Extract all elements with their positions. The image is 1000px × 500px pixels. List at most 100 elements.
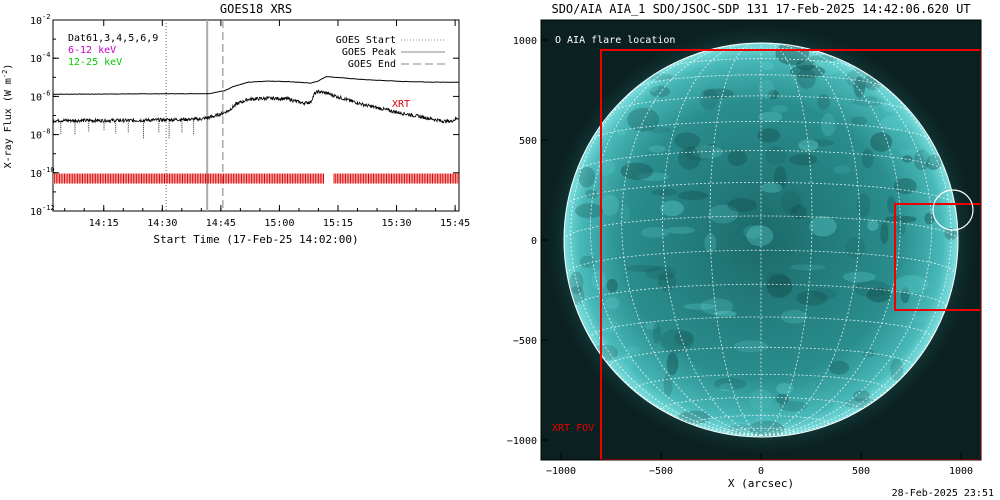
grid-latitude-line bbox=[609, 346, 913, 367]
goes-y-tick-base: 10 bbox=[30, 16, 42, 27]
disk-texture bbox=[733, 340, 769, 353]
disk-texture bbox=[652, 188, 678, 196]
disk-texture bbox=[616, 129, 627, 136]
disk-texture bbox=[692, 145, 723, 159]
disk-texture bbox=[861, 349, 876, 358]
aia-solar-image-panel: SDO/AIA AIA_1 SDO/JSOC-SDP 131 17-Feb-20… bbox=[507, 2, 982, 490]
flare-location-marker bbox=[932, 189, 974, 231]
disk-texture bbox=[790, 264, 826, 271]
goes-y-tick-exponent: -8 bbox=[42, 128, 50, 136]
solar-limb bbox=[563, 42, 959, 438]
disk-texture bbox=[719, 383, 734, 392]
disk-texture bbox=[818, 54, 840, 76]
goes-y-tick-exponent: -12 bbox=[42, 204, 55, 212]
xrt-coverage-bar bbox=[53, 173, 459, 184]
goes-y-tick-base: 10 bbox=[30, 131, 42, 142]
heliographic-grid bbox=[563, 42, 959, 438]
disk-texture bbox=[870, 132, 893, 152]
disk-texture bbox=[674, 132, 701, 149]
goes-chart-title: GOES18 XRS bbox=[220, 2, 292, 16]
legend-detectors: Dat61,3,4,5,6,9 bbox=[68, 33, 158, 44]
goes-legend-left: Dat61,3,4,5,6,9 6-12 keV 12-25 keV bbox=[68, 33, 158, 68]
disk-texture bbox=[853, 76, 866, 98]
disk-texture bbox=[880, 114, 911, 131]
aia-x-tick-label: 0 bbox=[758, 466, 764, 477]
disk-texture bbox=[809, 216, 837, 237]
disk-texture bbox=[766, 274, 793, 298]
goes-x-axis-label: Start Time (17-Feb-25 14:02:00) bbox=[153, 233, 358, 246]
grid-latitude-line bbox=[589, 316, 933, 339]
disk-texture bbox=[902, 155, 913, 163]
disk-texture bbox=[912, 315, 934, 323]
aia-image-title: SDO/AIA AIA_1 SDO/JSOC-SDP 131 17-Feb-20… bbox=[551, 2, 970, 16]
disk-texture bbox=[746, 225, 774, 247]
grid-latitude-line bbox=[610, 95, 912, 113]
disk-texture bbox=[706, 143, 717, 152]
disk-texture bbox=[887, 196, 896, 214]
disk-texture bbox=[727, 149, 748, 167]
disk-texture bbox=[585, 189, 598, 199]
disk-texture bbox=[796, 68, 816, 89]
legend-goes-start: GOES Start bbox=[336, 35, 396, 46]
disk-texture bbox=[761, 182, 783, 193]
goes-y-axis-label: X-ray Flux (W m-2) bbox=[1, 64, 14, 169]
disk-texture bbox=[644, 321, 658, 330]
aia-y-axis: 1000 500 0 −500 −1000 bbox=[507, 36, 548, 447]
grid-latitude-line bbox=[591, 120, 931, 141]
grid-latitude-line bbox=[726, 428, 796, 436]
disk-texture bbox=[893, 178, 917, 195]
disk-texture bbox=[575, 203, 604, 219]
disk-texture bbox=[627, 107, 660, 132]
disk-texture bbox=[812, 288, 837, 300]
disk-texture bbox=[649, 85, 671, 98]
solar-disk-features bbox=[569, 43, 958, 437]
disk-texture bbox=[708, 204, 739, 224]
xrt-small-fov-box bbox=[894, 203, 981, 311]
goes-y-tick-exponent: -6 bbox=[42, 89, 50, 97]
goes-y-tick-exponent: -4 bbox=[42, 51, 50, 59]
disk-texture bbox=[852, 96, 885, 107]
goes-y-tick-exponent: -2 bbox=[42, 13, 50, 21]
disk-texture bbox=[600, 318, 619, 334]
grid-latitude-line bbox=[633, 374, 889, 392]
aia-x-tick-label: −500 bbox=[649, 466, 673, 477]
goes-series-short bbox=[53, 89, 459, 124]
aia-y-tick-label: 500 bbox=[519, 136, 537, 147]
goes-y-axis-label-exp: -2 bbox=[1, 70, 9, 78]
disk-texture bbox=[856, 193, 871, 218]
goes-x-tick-label: 15:00 bbox=[264, 218, 294, 229]
disk-texture bbox=[845, 236, 866, 259]
disk-texture bbox=[594, 158, 616, 176]
disk-texture bbox=[678, 146, 701, 170]
disk-texture bbox=[657, 271, 677, 292]
disk-texture bbox=[699, 88, 719, 110]
aia-y-tick-label: 1000 bbox=[513, 36, 537, 47]
disk-texture bbox=[770, 105, 789, 113]
grid-longitude-line bbox=[760, 43, 860, 436]
grid-longitude-line bbox=[760, 62, 952, 436]
disk-texture bbox=[765, 146, 787, 165]
disk-texture bbox=[666, 226, 695, 234]
xrt-series-label: XRT bbox=[392, 99, 410, 110]
disk-texture bbox=[625, 346, 641, 354]
aia-x-axis: −1000 −500 0 500 1000 bbox=[546, 453, 973, 477]
disk-texture bbox=[894, 275, 929, 294]
aia-x-tick-label: 1000 bbox=[949, 466, 973, 477]
disk-texture bbox=[780, 190, 802, 214]
disk-texture bbox=[913, 149, 931, 171]
disk-texture bbox=[755, 412, 772, 429]
goes-legend-right: GOES Start GOES Peak GOES End bbox=[336, 35, 445, 70]
disk-texture bbox=[779, 401, 807, 412]
disk-texture bbox=[598, 345, 616, 354]
disk-texture bbox=[674, 331, 695, 347]
disk-texture bbox=[833, 165, 851, 174]
goes-series-long bbox=[53, 76, 459, 95]
goes-y-tick-base: 10 bbox=[30, 207, 42, 218]
disk-texture bbox=[648, 145, 666, 153]
goes-x-tick-label: 15:45 bbox=[440, 218, 470, 229]
goes-x-axis: 14:15 14:30 14:45 15:00 15:15 15:30 15:45 bbox=[64, 20, 470, 229]
disk-texture bbox=[900, 287, 910, 304]
disk-texture bbox=[758, 111, 783, 122]
disk-texture bbox=[579, 255, 596, 268]
